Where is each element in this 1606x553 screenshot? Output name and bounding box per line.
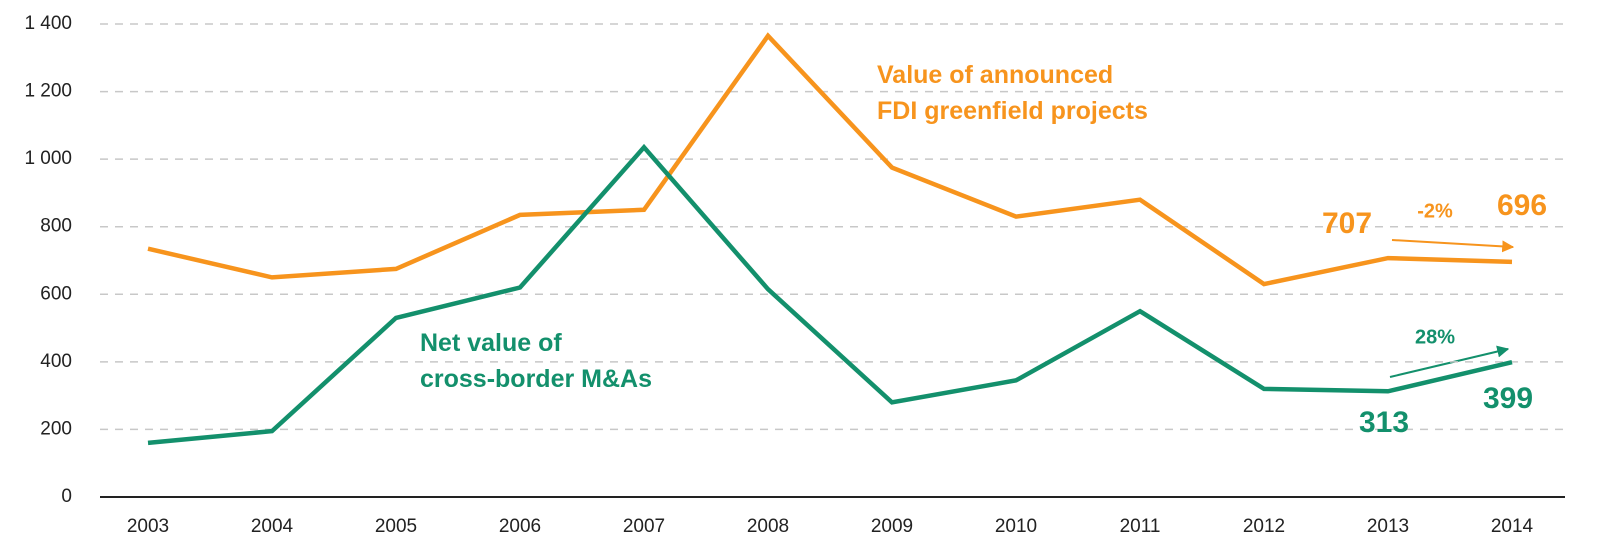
annotation: -2%	[1417, 200, 1453, 222]
series-label: Value of announced FDI greenfield projec…	[877, 61, 1148, 125]
y-tick-label: 0	[61, 486, 72, 507]
x-tick-label: 2008	[747, 516, 789, 537]
annotation: 28%	[1415, 326, 1455, 348]
y-tick-label: 1 400	[24, 13, 72, 34]
x-tick-label: 2010	[995, 516, 1037, 537]
x-tick-label: 2014	[1491, 516, 1534, 537]
trend-arrow	[1391, 239, 1515, 253]
data-label: 696	[1497, 189, 1547, 222]
series-line	[147, 143, 1513, 446]
x-tick-label: 2007	[623, 516, 665, 537]
y-tick-label: 1 200	[24, 81, 72, 102]
y-tick-label: 1 000	[24, 148, 72, 169]
x-tick-label: 2005	[375, 516, 417, 537]
series-label: Net value of cross-border M&As	[420, 329, 652, 393]
data-label: 707	[1322, 207, 1372, 240]
data-label: 313	[1359, 406, 1409, 439]
data-label: 399	[1483, 382, 1533, 415]
x-tick-label: 2004	[251, 516, 294, 537]
series-line	[147, 32, 1513, 287]
x-tick-label: 2011	[1120, 516, 1161, 537]
x-tick-label: 2003	[127, 516, 169, 537]
x-tick-label: 2006	[499, 516, 541, 537]
y-tick-label: 200	[40, 418, 72, 439]
x-tick-label: 2013	[1367, 516, 1409, 537]
y-tick-label: 600	[40, 283, 72, 304]
y-tick-label: 400	[40, 351, 72, 372]
x-tick-label: 2012	[1243, 516, 1285, 537]
x-tick-label: 2009	[871, 516, 913, 537]
trend-arrow	[1389, 345, 1510, 378]
y-tick-label: 800	[40, 216, 72, 237]
